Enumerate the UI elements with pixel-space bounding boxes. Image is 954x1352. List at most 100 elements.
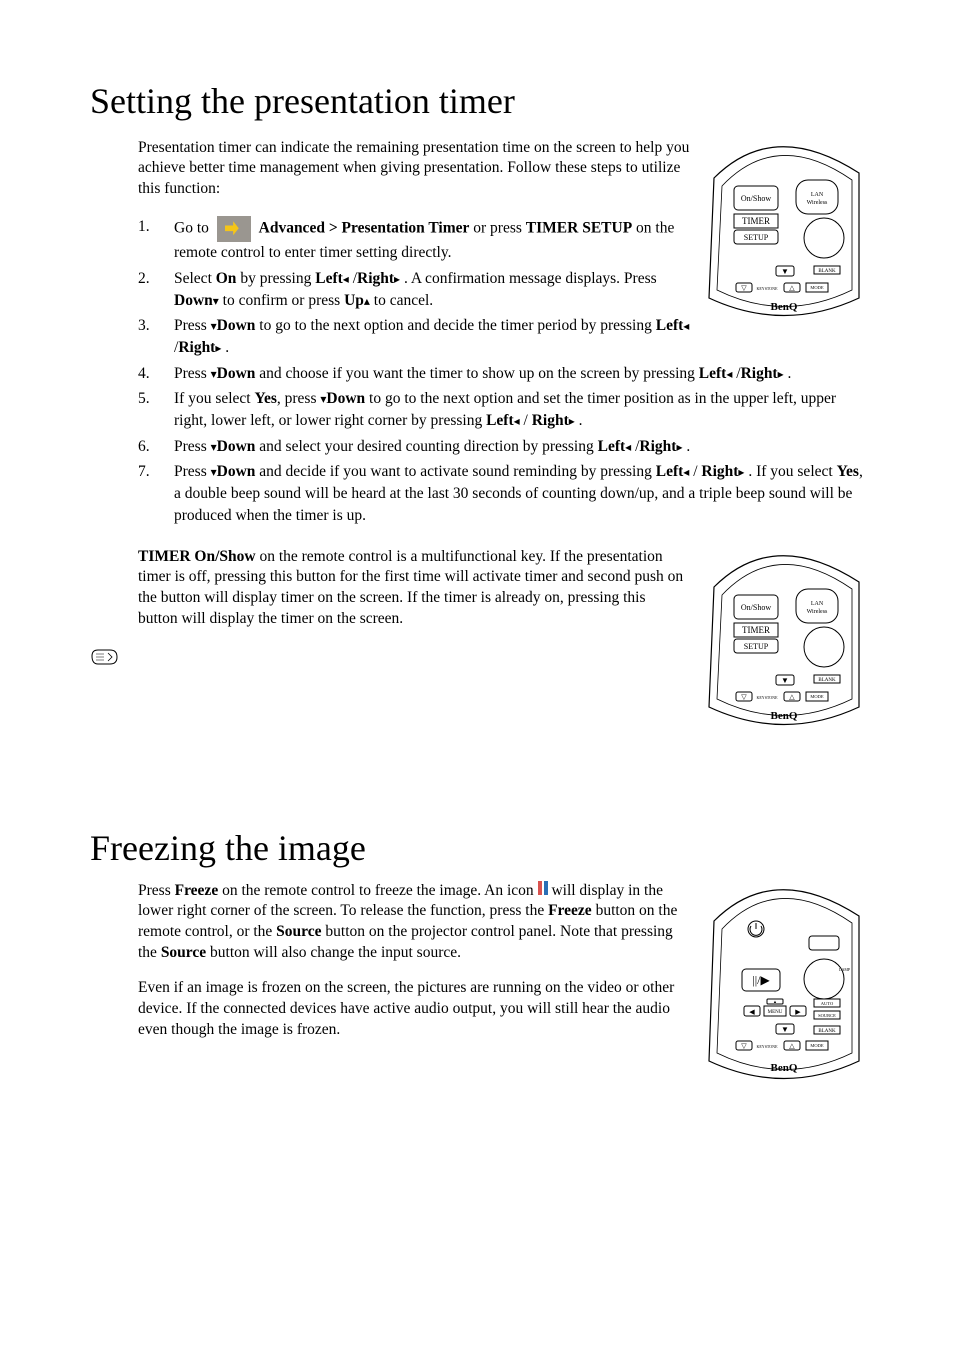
svg-text:△: △ (789, 693, 795, 701)
svg-text:KEYSTONE: KEYSTONE (756, 1044, 778, 1049)
svg-text:Wireless: Wireless (807, 200, 828, 206)
svg-text:||/▶: ||/▶ (752, 973, 770, 987)
svg-text:▼: ▼ (781, 1025, 789, 1034)
text: Press (174, 317, 211, 334)
text: to go to the next option and decide the … (255, 317, 655, 334)
step-6: 6. Press Down and select your desired co… (138, 436, 864, 458)
svg-text:▽: ▽ (741, 693, 747, 701)
svg-text:TIMER: TIMER (742, 216, 770, 226)
text: / (689, 463, 701, 480)
bold-text: Up (344, 292, 364, 309)
bold-text: Down (217, 463, 256, 480)
text: Select (174, 270, 216, 287)
text: and choose if you want the timer to show… (255, 365, 698, 382)
bold-text: Left (598, 438, 626, 455)
text: . (682, 438, 690, 455)
step-num: 7. (138, 461, 174, 526)
text: on the remote control to freeze the imag… (218, 882, 537, 899)
text: Press (174, 463, 211, 480)
step-body: Press Down and decide if you want to act… (174, 461, 864, 526)
bold-text: Freeze (175, 882, 219, 899)
text: . If you select (744, 463, 836, 480)
svg-text:TIMER: TIMER (742, 625, 770, 635)
svg-text:Wireless: Wireless (807, 609, 828, 615)
svg-text:▽: ▽ (741, 1042, 747, 1050)
svg-text:KEYSTONE: KEYSTONE (756, 286, 778, 291)
text: Press (174, 438, 211, 455)
bold-text: TIMER SETUP (526, 220, 632, 237)
svg-text:◀: ◀ (749, 1008, 755, 1016)
advanced-menu-icon (217, 216, 251, 242)
text: and select your desired counting directi… (255, 438, 597, 455)
step-body: Press Down to go to the next option and … (174, 315, 694, 358)
step-body: Go to Advanced > Presentation Timer or p… (174, 216, 694, 264)
bold-text: Left (486, 412, 514, 429)
svg-text:▼: ▼ (781, 267, 789, 276)
text: . (221, 339, 229, 356)
svg-text:BenQ: BenQ (771, 1062, 798, 1074)
bold-text: Down (217, 438, 256, 455)
svg-text:KEYSTONE: KEYSTONE (756, 695, 778, 700)
step-body: If you select Yes, press Down to go to t… (174, 388, 864, 431)
text: Press (174, 365, 211, 382)
bold-text: Right (532, 412, 569, 429)
bold-text: Right (741, 365, 778, 382)
text: / (732, 365, 740, 382)
svg-text:BenQ: BenQ (771, 301, 798, 313)
bold-text: Source (161, 944, 206, 961)
text: or press (473, 220, 526, 237)
svg-text:SOURCE: SOURCE (818, 1013, 836, 1018)
step-num: 1. (138, 216, 174, 264)
svg-text:△: △ (789, 284, 795, 292)
svg-text:▲: ▲ (773, 999, 777, 1004)
bold-text: Source (276, 923, 321, 940)
svg-text:▶: ▶ (795, 1008, 801, 1016)
svg-text:BLANK: BLANK (818, 678, 836, 683)
svg-text:MODE: MODE (810, 1043, 824, 1048)
text: / (349, 270, 357, 287)
text: Go to (174, 220, 213, 237)
svg-text:On/Show: On/Show (741, 194, 771, 203)
remote-illustration-2: On/Show LAN Wireless TIMER SETUP ▼ BLANK… (704, 547, 864, 747)
bold-text: Down (326, 390, 365, 407)
svg-text:▽: ▽ (741, 284, 747, 292)
step-num: 4. (138, 363, 174, 385)
text: . A confirmation message displays. Press (400, 270, 657, 287)
remote-illustration-1: On/Show LAN Wireless TIMER SETUP ▼ BLANK… (704, 138, 864, 318)
bold-text: Yes (837, 463, 859, 480)
svg-text:AUTO: AUTO (821, 1001, 834, 1006)
step-num: 5. (138, 388, 174, 431)
svg-text:LAN: LAN (811, 192, 824, 198)
bold-text: Right (701, 463, 738, 480)
svg-text:▼: ▼ (781, 676, 789, 685)
bold-text: On (216, 270, 237, 287)
bold-text: Down (174, 292, 213, 309)
text: to cancel. (370, 292, 433, 309)
bold-text: Right (357, 270, 394, 287)
bold-text: TIMER On/Show (138, 548, 256, 565)
bold-text: Freeze (548, 902, 592, 919)
svg-text:SETUP: SETUP (744, 233, 769, 242)
text: , press (277, 390, 320, 407)
text: . (784, 365, 792, 382)
step-7: 7. Press Down and decide if you want to … (138, 461, 864, 526)
bold-text: Down (217, 317, 256, 334)
step-num: 3. (138, 315, 174, 358)
svg-text:MODE: MODE (810, 285, 824, 290)
text: / (520, 412, 532, 429)
bold-text: Right (639, 438, 676, 455)
svg-text:On/Show: On/Show (741, 603, 771, 612)
bold-text: Yes (254, 390, 276, 407)
svg-text:△: △ (789, 1042, 795, 1050)
step-body: Press Down and select your desired count… (174, 436, 864, 458)
svg-text:BLANK: BLANK (818, 1029, 836, 1034)
step-num: 2. (138, 268, 174, 311)
heading-freeze: Freezing the image (90, 827, 864, 869)
svg-text:MODE: MODE (810, 694, 824, 699)
svg-text:LAN: LAN (811, 601, 824, 607)
bold-text: Left (656, 463, 684, 480)
text: If you select (174, 390, 254, 407)
text: to confirm or press (219, 292, 344, 309)
freeze-paragraph-2: Even if an image is frozen on the screen… (138, 978, 678, 1041)
svg-text:BLANK: BLANK (818, 269, 836, 274)
